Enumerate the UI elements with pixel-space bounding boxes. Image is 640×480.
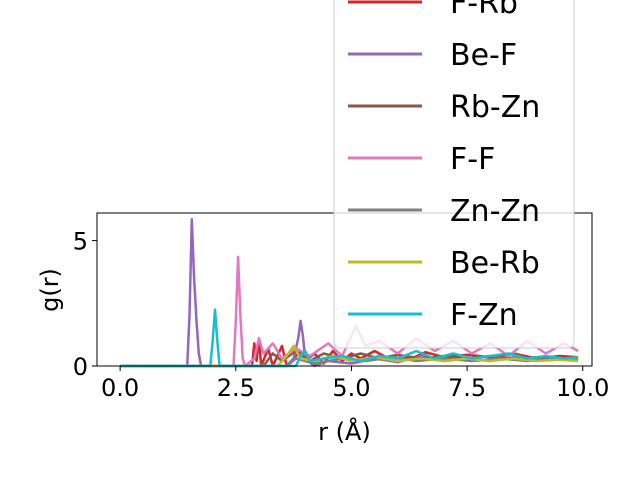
plot-lines bbox=[120, 218, 579, 368]
y-axis: 05 bbox=[73, 228, 97, 381]
x-tick-label: 10.0 bbox=[556, 374, 609, 402]
x-tick-label: 0.0 bbox=[101, 374, 139, 402]
y-tick-label: 0 bbox=[73, 353, 88, 381]
legend: F-Rb Be-F Rb-Zn F-F Zn-Zn Be-Rb F-Zn bbox=[333, 0, 575, 349]
legend-label-f-f: F-F bbox=[450, 142, 495, 177]
x-axis: 0.0 2.5 5.0 7.5 10.0 bbox=[101, 366, 609, 402]
series-line-f-zn bbox=[120, 308, 579, 368]
x-tick-label: 7.5 bbox=[448, 374, 486, 402]
series-line-be-rb bbox=[120, 344, 579, 368]
x-axis-label: r (Å) bbox=[318, 417, 371, 446]
legend-label-be-rb: Be-Rb bbox=[450, 246, 540, 281]
x-tick-label: 2.5 bbox=[217, 374, 255, 402]
legend-label-f-zn: F-Zn bbox=[450, 298, 518, 333]
legend-label-zn-zn: Zn-Zn bbox=[450, 194, 540, 229]
y-axis-label: g(r) bbox=[36, 268, 64, 312]
legend-label-be-f: Be-F bbox=[450, 38, 517, 73]
y-tick-label: 5 bbox=[73, 228, 88, 256]
legend-label-f-rb: F-Rb bbox=[450, 0, 518, 21]
legend-label-rb-zn: Rb-Zn bbox=[450, 90, 540, 125]
x-tick-label: 5.0 bbox=[332, 374, 370, 402]
